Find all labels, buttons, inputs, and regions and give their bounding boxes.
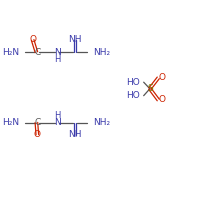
- Text: C: C: [34, 48, 40, 57]
- Text: O: O: [34, 130, 41, 139]
- Text: H: H: [54, 55, 60, 64]
- Text: HO: HO: [126, 78, 140, 87]
- Text: H₂N: H₂N: [2, 118, 20, 127]
- Text: S: S: [147, 84, 153, 93]
- Text: H: H: [54, 111, 60, 120]
- Text: NH₂: NH₂: [93, 48, 110, 57]
- Text: C: C: [34, 118, 40, 127]
- Text: N: N: [54, 118, 60, 127]
- Text: O: O: [29, 35, 36, 44]
- Text: NH: NH: [68, 130, 82, 139]
- Text: HO: HO: [126, 91, 140, 100]
- Text: N: N: [54, 48, 60, 57]
- Text: O: O: [158, 73, 165, 82]
- Text: H₂N: H₂N: [2, 48, 20, 57]
- Text: NH: NH: [68, 35, 82, 44]
- Text: O: O: [158, 96, 165, 104]
- Text: NH₂: NH₂: [93, 118, 110, 127]
